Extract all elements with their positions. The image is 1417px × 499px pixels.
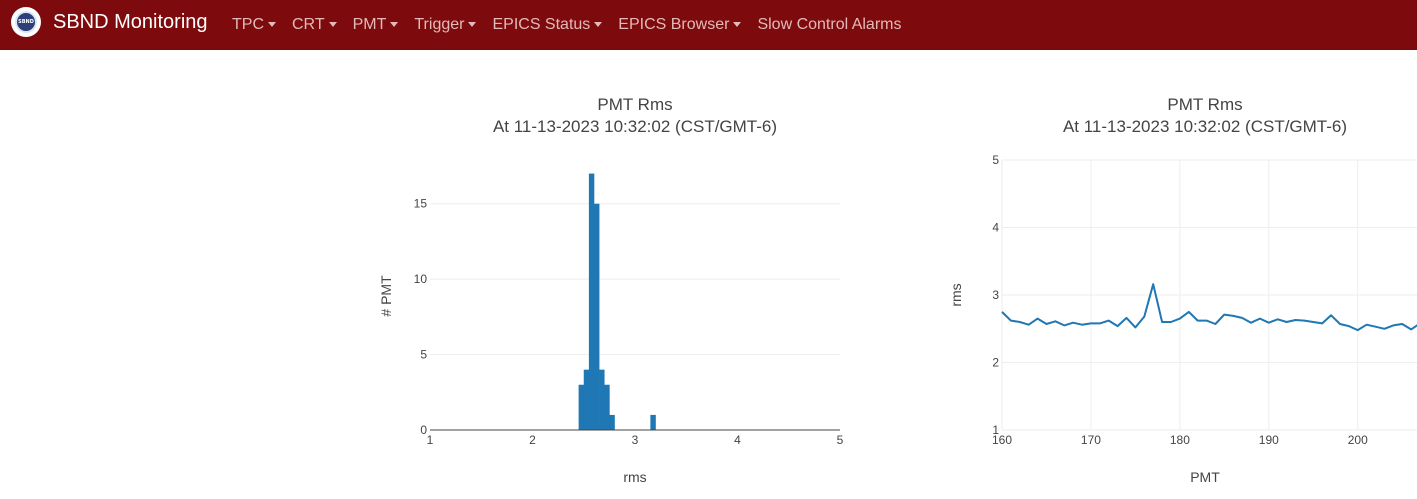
caret-down-icon xyxy=(594,21,603,27)
nav-menu: TPC CRT PMT Trigger EPICS Status EPICS B… xyxy=(232,0,917,50)
brand-link[interactable]: SBND Monitoring xyxy=(53,11,208,33)
nav-item-slow-control-alarms[interactable]: Slow Control Alarms xyxy=(757,16,901,34)
x-tick-label: 1 xyxy=(427,433,434,447)
x-tick-label: 180 xyxy=(1170,433,1190,447)
y-tick-label: 0 xyxy=(420,423,427,437)
x-axis-label: rms xyxy=(623,469,646,485)
nav-item-tpc[interactable]: TPC xyxy=(232,16,276,34)
nav-item-label: Trigger xyxy=(414,16,465,33)
x-tick-label: 4 xyxy=(734,433,741,447)
x-tick-label: 200 xyxy=(1348,433,1368,447)
rms-histogram-plot[interactable]: PMT Rms At 11-13-2023 10:32:02 (CST/GMT-… xyxy=(370,50,870,499)
y-tick-label: 4 xyxy=(992,221,999,235)
histogram-bar xyxy=(578,384,585,430)
caret-down-icon xyxy=(468,21,477,27)
x-tick-labels: 160 170 180 190 200 xyxy=(992,433,1368,447)
nav-item-crt[interactable]: CRT xyxy=(292,16,337,34)
chart-subtitle: At 11-13-2023 10:32:02 (CST/GMT-6) xyxy=(1063,117,1347,136)
y-tick-label: 1 xyxy=(992,423,999,437)
caret-down-icon xyxy=(328,21,337,27)
nav-item-label: CRT xyxy=(292,16,325,33)
chart-title: PMT Rms xyxy=(1167,95,1242,114)
nav-item-label: PMT xyxy=(352,16,387,33)
logo-text: SBND xyxy=(18,19,34,25)
histogram-bar xyxy=(599,369,605,430)
chart-title: PMT Rms xyxy=(597,95,672,114)
nav-item-label: EPICS Browser xyxy=(618,16,730,33)
y-tick-label: 5 xyxy=(420,348,427,362)
x-axis-label: PMT xyxy=(1190,469,1220,485)
nav-item-label: TPC xyxy=(232,16,264,33)
y-axis-label: # PMT xyxy=(378,275,394,317)
nav-item-epics-status[interactable]: EPICS Status xyxy=(492,16,603,34)
sbnd-logo-emblem: SBND xyxy=(15,11,37,33)
x-tick-label: 2 xyxy=(529,433,536,447)
caret-down-icon xyxy=(733,21,742,27)
nav-item-label: Slow Control Alarms xyxy=(757,16,902,33)
histogram-bar xyxy=(594,203,600,430)
gridlines xyxy=(430,203,840,356)
y-tick-labels: 0 5 10 15 xyxy=(414,197,428,437)
caret-down-icon xyxy=(390,21,399,27)
histogram-bar xyxy=(604,384,610,430)
sbnd-logo[interactable]: SBND xyxy=(11,7,41,37)
y-tick-labels: 1 2 3 4 5 xyxy=(992,153,999,437)
y-tick-label: 10 xyxy=(414,272,428,286)
y-tick-label: 2 xyxy=(992,356,999,370)
nav-item-label: EPICS Status xyxy=(492,16,591,33)
x-tick-label: 190 xyxy=(1259,433,1279,447)
nav-item-trigger[interactable]: Trigger xyxy=(414,16,477,34)
rms-series-line xyxy=(1001,283,1417,332)
rms-per-pmt-plot[interactable]: PMT Rms At 11-13-2023 10:32:02 (CST/GMT-… xyxy=(940,50,1417,499)
x-tick-label: 160 xyxy=(992,433,1012,447)
histogram-bar xyxy=(609,414,615,430)
y-tick-label: 5 xyxy=(992,153,999,167)
x-tick-labels: 1 2 3 4 5 xyxy=(427,433,844,447)
histogram-bar xyxy=(583,369,590,430)
chart-subtitle: At 11-13-2023 10:32:02 (CST/GMT-6) xyxy=(493,117,777,136)
x-tick-label: 5 xyxy=(837,433,844,447)
nav-item-pmt[interactable]: PMT xyxy=(353,16,399,34)
y-tick-label: 15 xyxy=(414,197,428,211)
x-tick-label: 170 xyxy=(1081,433,1101,447)
histogram-bars xyxy=(578,173,656,430)
x-tick-label: 3 xyxy=(632,433,639,447)
nav-item-epics-browser[interactable]: EPICS Browser xyxy=(618,16,742,34)
y-axis-label: rms xyxy=(948,283,964,306)
navbar: SBND SBND Monitoring TPC CRT PMT Trigger… xyxy=(0,0,1417,50)
histogram-bar xyxy=(650,414,656,430)
series-line xyxy=(1001,283,1417,332)
y-tick-label: 3 xyxy=(992,288,999,302)
caret-down-icon xyxy=(268,21,276,27)
histogram-bar xyxy=(588,173,595,430)
gridlines xyxy=(1001,159,1417,431)
